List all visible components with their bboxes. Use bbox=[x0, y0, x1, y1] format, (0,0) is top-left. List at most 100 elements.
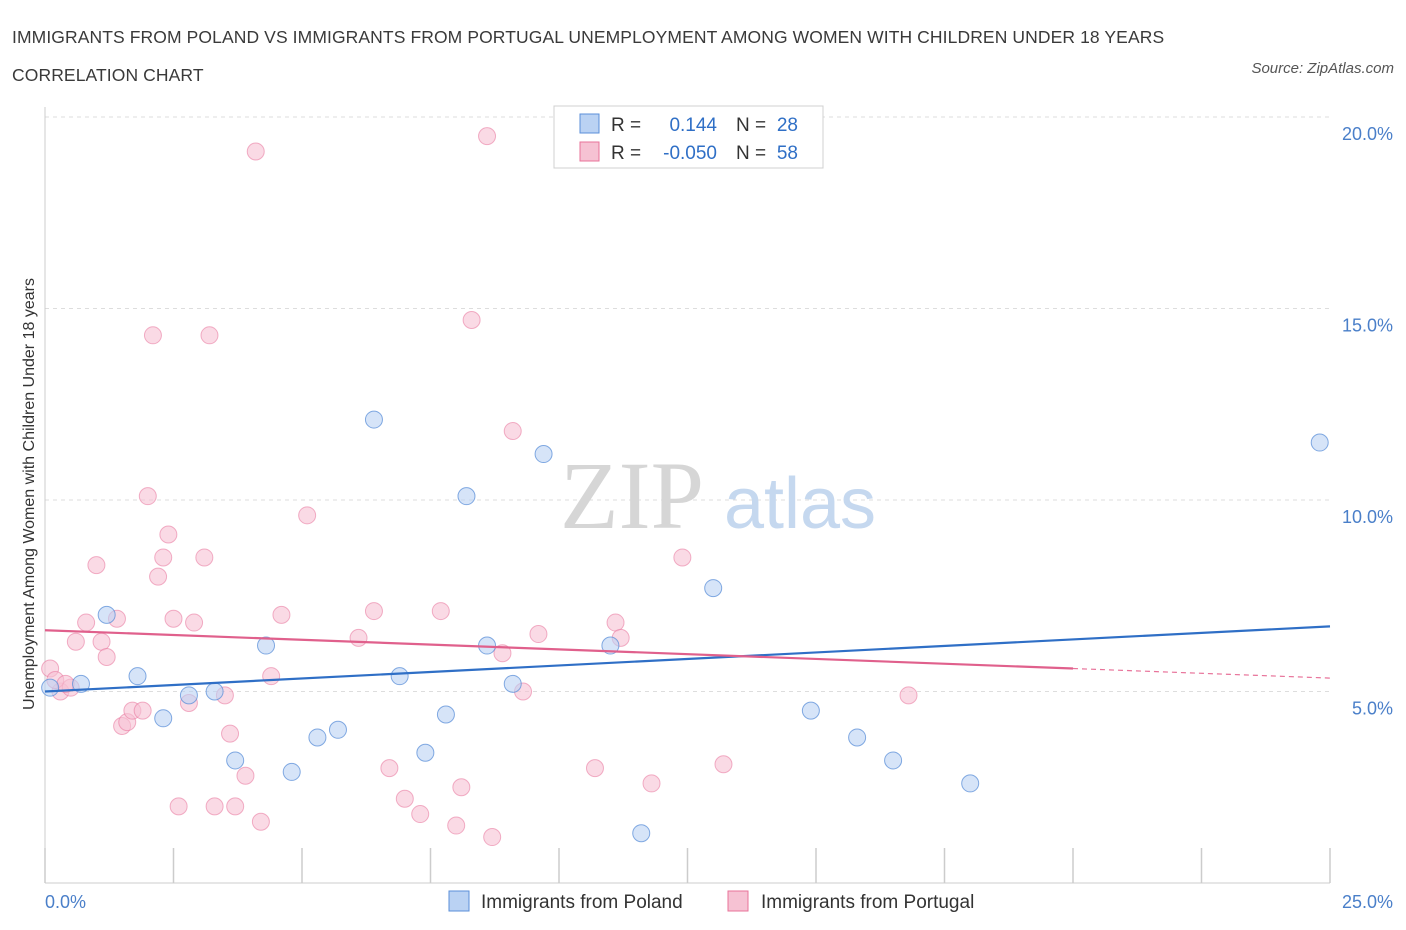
poland-point bbox=[97, 605, 116, 624]
portugal-point bbox=[447, 816, 466, 835]
poland-point bbox=[364, 410, 383, 429]
poland-point bbox=[390, 667, 409, 686]
poland-point bbox=[632, 824, 651, 843]
trend-lines bbox=[44, 625, 1331, 693]
poland-point bbox=[961, 774, 980, 793]
portugal-point bbox=[251, 812, 270, 831]
poland-point bbox=[226, 751, 245, 770]
axes bbox=[44, 107, 1331, 884]
poland-point bbox=[179, 686, 198, 705]
poland-point bbox=[282, 762, 301, 781]
bottom-legend-swatch-portugal bbox=[727, 890, 749, 912]
portugal-point bbox=[483, 828, 502, 847]
legend-swatch-portugal bbox=[579, 141, 600, 162]
portugal-point bbox=[236, 766, 255, 785]
poland-point bbox=[1310, 433, 1329, 452]
portugal-point bbox=[221, 724, 240, 743]
portugal-point bbox=[452, 778, 471, 797]
portugal-point bbox=[195, 548, 214, 567]
chart-title: IMMIGRANTS FROM POLAND VS IMMIGRANTS FRO… bbox=[12, 27, 1165, 85]
x-tick-label: 25.0% bbox=[1342, 892, 1393, 912]
y-tick-label: 5.0% bbox=[1352, 699, 1393, 719]
portugal-point bbox=[349, 628, 368, 647]
bottom-legend-swatch-poland bbox=[448, 890, 470, 912]
portugal-point bbox=[364, 602, 383, 621]
legend-portugal-r-label: R = bbox=[611, 143, 641, 164]
portugal-point bbox=[246, 142, 265, 161]
portugal-point bbox=[272, 605, 291, 624]
portugal-trend-extension bbox=[1072, 667, 1331, 679]
bottom-legend-portugal: Immigrants from Portugal bbox=[761, 892, 974, 913]
portugal-point bbox=[899, 686, 918, 705]
poland-point bbox=[601, 636, 620, 655]
tick-labels: 5.0% 10.0% 15.0% 20.0% 0.0% 25.0% bbox=[45, 124, 1393, 912]
portugal-point bbox=[205, 797, 224, 816]
series-poland bbox=[41, 410, 1329, 843]
poland-point bbox=[457, 487, 476, 506]
grid-lines bbox=[45, 116, 1330, 692]
poland-point bbox=[128, 667, 147, 686]
portugal-point bbox=[87, 556, 106, 575]
poland-point bbox=[71, 674, 90, 693]
legend-poland-r-label: R = bbox=[611, 115, 641, 136]
legend-portugal-n-label: N = bbox=[736, 143, 766, 164]
legend-poland-n-value: 28 bbox=[777, 115, 798, 136]
source-label: Source: ZipAtlas.com bbox=[1251, 60, 1394, 77]
portugal-point bbox=[200, 326, 219, 345]
watermark-atlas: atlas bbox=[724, 464, 876, 544]
portugal-point bbox=[97, 648, 116, 667]
bottom-legend-poland: Immigrants from Poland bbox=[481, 892, 683, 913]
legend-portugal-r-value: -0.050 bbox=[663, 143, 717, 164]
poland-point bbox=[41, 678, 60, 697]
portugal-point bbox=[395, 789, 414, 808]
portugal-point bbox=[159, 525, 178, 544]
y-tick-label: 10.0% bbox=[1342, 507, 1393, 527]
y-tick-label: 15.0% bbox=[1342, 316, 1393, 336]
poland-point bbox=[704, 579, 723, 598]
portugal-point bbox=[149, 567, 168, 586]
portugal-point bbox=[77, 613, 96, 632]
y-axis-label: Unemployment Among Women with Children U… bbox=[21, 278, 38, 710]
portugal-point bbox=[169, 797, 188, 816]
poland-point bbox=[205, 682, 224, 701]
portugal-point bbox=[411, 805, 430, 824]
portugal-point bbox=[298, 506, 317, 525]
portugal-trend-line bbox=[44, 629, 1074, 670]
portugal-point bbox=[226, 797, 245, 816]
poland-point bbox=[308, 728, 327, 747]
stats-legend: R = 0.144 N = 28 R = -0.050 N = 58 bbox=[553, 105, 824, 169]
portugal-point bbox=[478, 127, 497, 146]
poland-point bbox=[257, 636, 276, 655]
portugal-point bbox=[154, 548, 173, 567]
poland-point bbox=[534, 445, 553, 464]
portugal-point bbox=[585, 759, 604, 778]
portugal-point bbox=[503, 422, 522, 441]
y-tick-label: 20.0% bbox=[1342, 124, 1393, 144]
poland-trend-line bbox=[44, 625, 1331, 693]
portugal-point bbox=[185, 613, 204, 632]
portugal-point bbox=[642, 774, 661, 793]
poland-point bbox=[801, 701, 820, 720]
poland-point bbox=[154, 709, 173, 728]
poland-point bbox=[848, 728, 867, 747]
portugal-point bbox=[143, 326, 162, 345]
poland-point bbox=[416, 743, 435, 762]
portugal-point bbox=[714, 755, 733, 774]
legend-poland-r-value: 0.144 bbox=[669, 115, 717, 136]
poland-point bbox=[436, 705, 455, 724]
watermark: ZIP atlas bbox=[560, 442, 876, 549]
poland-point bbox=[884, 751, 903, 770]
watermark-zip: ZIP bbox=[560, 442, 704, 549]
portugal-point bbox=[529, 625, 548, 644]
poland-point bbox=[328, 720, 347, 739]
portugal-point bbox=[606, 613, 625, 632]
portugal-point bbox=[164, 609, 183, 628]
portugal-point bbox=[493, 644, 512, 663]
legend-poland-n-label: N = bbox=[736, 115, 766, 136]
portugal-point bbox=[380, 759, 399, 778]
portugal-point bbox=[138, 487, 157, 506]
poland-point bbox=[503, 674, 522, 693]
legend-swatch-poland bbox=[579, 113, 600, 134]
legend-portugal-n-value: 58 bbox=[777, 143, 798, 164]
